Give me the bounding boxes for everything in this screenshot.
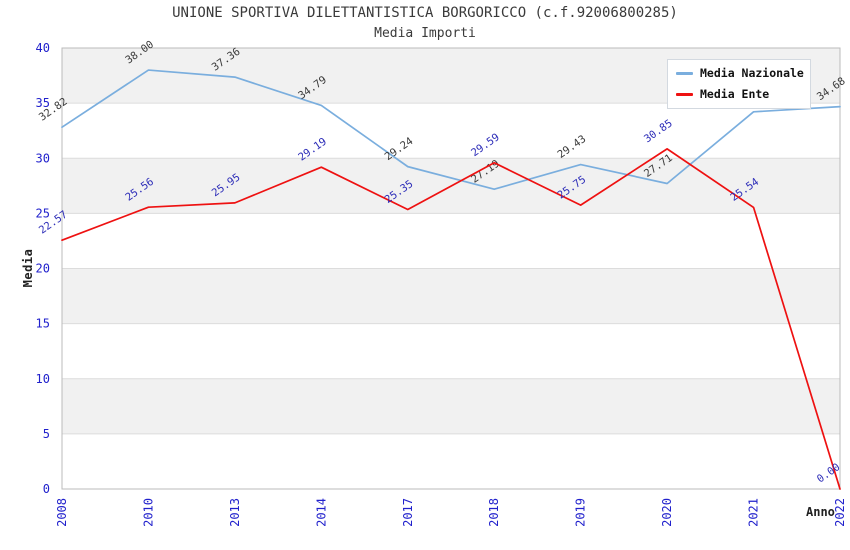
y-tick-label: 35 bbox=[36, 96, 50, 110]
y-tick-label: 20 bbox=[36, 262, 50, 276]
point-label: 29.59 bbox=[469, 131, 502, 159]
y-tick-label: 25 bbox=[36, 206, 50, 220]
x-tick-label: 2021 bbox=[747, 498, 761, 527]
series-line-media-nazionale bbox=[61, 69, 841, 191]
chart-subtitle: Media Importi bbox=[374, 26, 476, 41]
point-label: 29.43 bbox=[556, 133, 589, 161]
y-axis-title: Media bbox=[21, 248, 35, 288]
plot-band bbox=[62, 268, 840, 324]
y-tick-label: 0 bbox=[43, 482, 50, 496]
x-tick-label: 2022 bbox=[833, 498, 847, 527]
legend-label: Media Nazionale bbox=[700, 66, 804, 80]
x-tick-label: 2019 bbox=[574, 498, 588, 527]
x-tick-label: 2017 bbox=[401, 498, 415, 527]
chart-title: UNIONE SPORTIVA DILETTANTISTICA BORGORIC… bbox=[172, 5, 678, 21]
series-line-media-ente bbox=[61, 148, 841, 490]
x-axis-title: Anno bbox=[806, 505, 835, 519]
x-tick-label: 2018 bbox=[487, 498, 501, 527]
y-tick-label: 40 bbox=[36, 41, 50, 55]
ente-line-swatch-icon bbox=[676, 92, 693, 96]
x-tick-label: 2008 bbox=[55, 498, 69, 527]
legend-item-media-nazionale: Media Nazionale bbox=[676, 66, 804, 80]
plot-border bbox=[61, 47, 841, 490]
nazionale-line-swatch-icon bbox=[676, 71, 693, 75]
legend-item-media-ente: Media Ente bbox=[676, 87, 802, 101]
x-tick-label: 2013 bbox=[228, 498, 242, 527]
legend-label: Media Ente bbox=[700, 87, 770, 101]
y-tick-label: 5 bbox=[43, 427, 50, 441]
y-tick-label: 30 bbox=[36, 151, 50, 165]
y-tick-label: 15 bbox=[36, 317, 50, 331]
y-tick-label: 10 bbox=[36, 372, 50, 386]
legend-box: Media Nazionale Media Ente bbox=[667, 59, 811, 109]
x-tick-label: 2010 bbox=[141, 498, 155, 527]
x-tick-label: 2020 bbox=[660, 498, 674, 527]
point-label: 30.85 bbox=[642, 117, 675, 145]
plot-band bbox=[62, 378, 840, 434]
x-tick-label: 2014 bbox=[314, 498, 328, 527]
